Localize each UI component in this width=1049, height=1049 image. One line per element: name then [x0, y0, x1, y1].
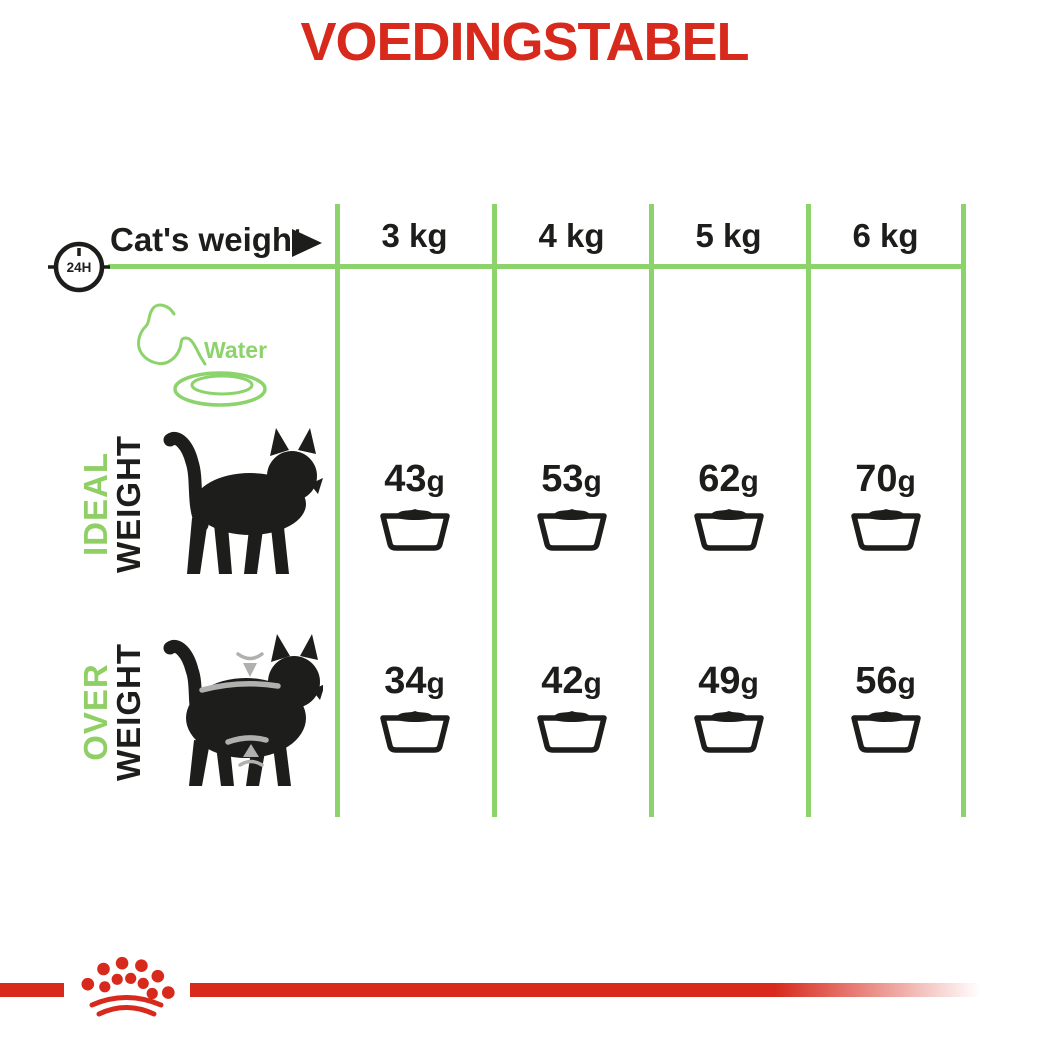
- row-label-over: OVER: [77, 663, 114, 761]
- serving-amount: 43g: [384, 458, 445, 500]
- page-title: VOEDINGSTABEL: [300, 12, 749, 72]
- column-header-4kg: 4 kg: [538, 217, 605, 254]
- serving-amount: 34g: [384, 660, 445, 702]
- grid-hline: [108, 264, 963, 269]
- serving-cell-ideal-5kg: 62g: [650, 460, 807, 551]
- serving-cell-over-5kg: 49g: [650, 662, 807, 753]
- food-bowl-icon: [850, 711, 921, 753]
- column-header-3kg: 3 kg: [381, 217, 448, 254]
- row-label-over-weight: WEIGHT: [110, 643, 147, 781]
- grid-vline-5: [961, 204, 966, 817]
- food-bowl-icon: [379, 711, 450, 753]
- food-bowl-icon: [693, 711, 764, 753]
- column-header-6kg: 6 kg: [852, 217, 919, 254]
- grid-vline-3: [649, 204, 654, 817]
- row-label-ideal: IDEAL: [77, 452, 114, 556]
- serving-cell-ideal-6kg: 70g: [807, 460, 964, 551]
- serving-amount: 62g: [698, 458, 759, 500]
- ideal-cat-icon: [163, 428, 323, 574]
- food-bowl-icon: [693, 509, 764, 551]
- food-bowl-icon: [536, 711, 607, 753]
- serving-cell-over-4kg: 42g: [493, 662, 650, 753]
- serving-cell-ideal-3kg: 43g: [336, 460, 493, 551]
- water-jug-icon: [137, 303, 267, 407]
- arrow-right-icon: [292, 229, 322, 257]
- serving-cell-ideal-4kg: 53g: [493, 460, 650, 551]
- brand-bar-left: [0, 983, 64, 997]
- serving-cell-over-6kg: 56g: [807, 662, 964, 753]
- food-bowl-icon: [536, 509, 607, 551]
- food-bowl-icon: [379, 509, 450, 551]
- grid-vline-4: [806, 204, 811, 817]
- row-label-ideal-weight: WEIGHT: [110, 435, 147, 573]
- corner-label: Cat's weight: [110, 221, 304, 258]
- pinch-arrows-icon: [199, 652, 281, 767]
- serving-cell-over-3kg: 34g: [336, 662, 493, 753]
- serving-amount: 56g: [855, 660, 916, 702]
- water-label: Water: [204, 337, 268, 363]
- clock-24h-icon: 24H: [48, 241, 110, 293]
- grid-vline-2: [492, 204, 497, 817]
- serving-amount: 42g: [541, 660, 602, 702]
- grid-vline-1: [335, 204, 340, 817]
- food-bowl-icon: [850, 509, 921, 551]
- serving-amount: 70g: [855, 458, 916, 500]
- clock-24h-label: 24H: [67, 260, 92, 275]
- royal-canin-crown-icon: [81, 956, 175, 1017]
- serving-amount: 49g: [698, 660, 759, 702]
- brand-bar-right: [190, 983, 1049, 997]
- column-header-5kg: 5 kg: [695, 217, 762, 254]
- overweight-cat-icon: [163, 634, 323, 786]
- serving-amount: 53g: [541, 458, 602, 500]
